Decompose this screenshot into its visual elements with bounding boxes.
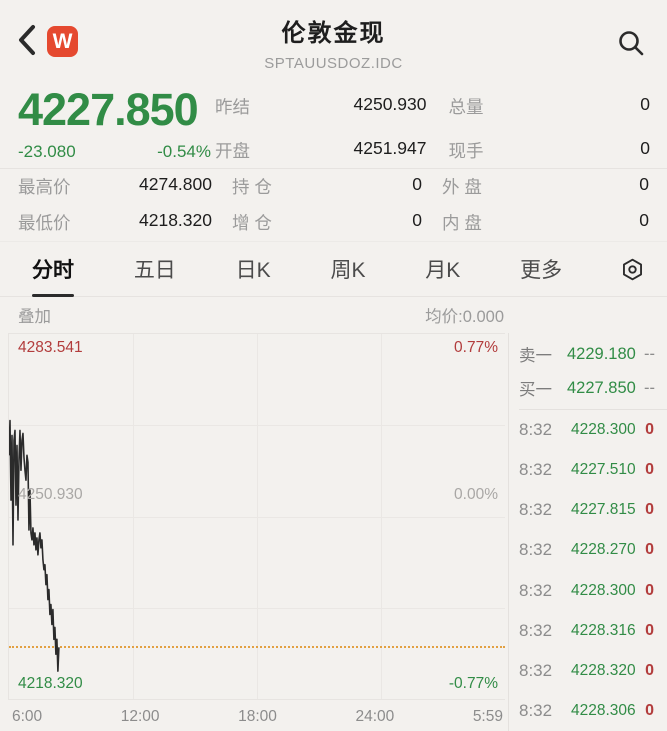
tab-daily-k[interactable]: 日K (235, 259, 271, 282)
y-axis-max-label: 4283.541 (18, 339, 83, 356)
wind-app-badge[interactable]: W (47, 26, 78, 57)
tab-more[interactable]: 更多 (520, 259, 563, 282)
stat-value-position-change: 0 (412, 210, 422, 230)
search-icon (619, 31, 644, 56)
tick-row: 8:32 4228.270 0 (519, 540, 654, 560)
x-tick: 6:00 (12, 708, 43, 725)
stat-label-open-interest: 持 仓 (232, 177, 272, 197)
pct-max-label: 0.77% (454, 339, 498, 356)
chart-column: 4283.541 0.77% 4250.930 0.00% 4218.320 -… (0, 333, 508, 731)
time-and-sales-list[interactable]: 8:32 4228.300 0 8:32 4227.510 0 8:32 422… (519, 410, 667, 731)
stat-value-inner-lots: 0 (639, 210, 649, 230)
tab-monthly-k[interactable]: 月K (425, 259, 461, 282)
last-price-dotted-line (9, 646, 505, 648)
gear-icon (622, 258, 642, 280)
field-value-current-lot: 0 (640, 138, 650, 158)
field-value-prev-settle: 4250.930 (353, 94, 427, 114)
pct-min-label: -0.77% (448, 675, 498, 692)
intraday-chart[interactable]: 4283.541 0.77% 4250.930 0.00% 4218.320 -… (8, 333, 505, 700)
stat-label-low: 最低价 (18, 213, 71, 233)
bid-row: 买一 4227.850 -- (519, 371, 667, 405)
field-label-prev-settle: 昨结 (215, 97, 250, 117)
gridline-horizontal (9, 425, 505, 427)
field-value-open: 4251.947 (353, 138, 427, 158)
pct-mid-label: 0.00% (454, 486, 498, 503)
price-change-pct: -0.54% (157, 142, 211, 161)
gridline-horizontal (9, 607, 505, 609)
bid-label: 买一 (519, 381, 552, 399)
ask-row: 卖一 4229.180 -- (519, 337, 667, 371)
stat-value-outer-lots: 0 (639, 174, 649, 194)
field-label-open: 开盘 (215, 141, 250, 161)
tick-row: 8:32 4227.510 0 (519, 460, 654, 480)
page-title: 伦敦金现 (281, 20, 386, 47)
overlay-button[interactable]: 叠加 (18, 308, 51, 326)
stat-value-low: 4218.320 (139, 210, 212, 230)
x-tick: 5:59 (472, 708, 503, 725)
chart-settings-button[interactable] (620, 257, 645, 282)
price-line-svg (9, 419, 60, 672)
field-label-current-lot: 现手 (448, 141, 484, 161)
quote-fields: 昨结 4250.930 总量 0 开盘 4251.947 现手 0 (215, 94, 650, 163)
stat-label-position-change: 增 仓 (232, 213, 272, 233)
back-button[interactable] (14, 22, 40, 58)
gridline-horizontal (9, 516, 505, 518)
tick-row: 8:32 4228.316 0 (519, 620, 654, 640)
last-price: 4227.850 (18, 84, 199, 135)
tick-row: 8:32 4228.320 0 (519, 660, 654, 680)
order-book-panel: 卖一 4229.180 -- 买一 4227.850 -- 8:32 4228.… (508, 333, 667, 731)
bid-price: 4227.850 (567, 378, 636, 397)
y-axis-min-label: 4218.320 (18, 675, 83, 692)
stat-label-inner-lots: 内 盘 (442, 213, 482, 233)
ask-volume: -- (644, 344, 655, 363)
x-tick: 18:00 (238, 708, 277, 725)
price-line (9, 419, 60, 672)
ask-price: 4229.180 (567, 344, 636, 363)
quote-section: 4227.850 -23.080 -0.54% 昨结 4250.930 总量 0… (0, 85, 667, 168)
x-tick: 24:00 (355, 708, 395, 725)
x-tick: 12:00 (120, 708, 160, 725)
stat-label-outer-lots: 外 盘 (442, 177, 482, 197)
field-label-total-volume: 总量 (448, 97, 484, 117)
tick-row: 8:32 4227.815 0 (519, 500, 654, 520)
chart-period-tabs: 分时 五日 日K 周K 月K 更多 (0, 241, 667, 297)
tick-row: 8:32 4228.306 0 (519, 700, 654, 720)
stat-value-high: 4274.800 (139, 174, 212, 194)
stats-section: 最高价 4274.800 持 仓 0 外 盘 0 最低价 4218.320 增 … (0, 168, 667, 240)
tick-row: 8:32 4228.300 0 (519, 420, 654, 440)
field-value-total-volume: 0 (640, 94, 650, 114)
bid-ask-book: 卖一 4229.180 -- 买一 4227.850 -- (519, 333, 667, 405)
chart-header: 叠加 均价:0.000 (0, 297, 508, 333)
ask-label: 卖一 (519, 347, 552, 365)
x-axis: 6:00 12:00 18:00 24:00 5:59 (8, 702, 505, 726)
y-axis-mid-label: 4250.930 (18, 486, 83, 503)
main-content: 4283.541 0.77% 4250.930 0.00% 4218.320 -… (0, 333, 667, 731)
tab-minute[interactable]: 分时 (30, 248, 76, 297)
price-change: -23.080 (18, 142, 76, 161)
tab-weekly-k[interactable]: 周K (330, 259, 366, 282)
active-tab-underline (32, 294, 74, 297)
tick-row: 8:32 4228.300 0 (519, 580, 654, 600)
ticker-symbol: SPTAUUSDOZ.IDC (264, 55, 403, 72)
search-button[interactable] (617, 29, 645, 57)
average-price-label: 均价:0.000 (425, 308, 504, 326)
stat-label-high: 最高价 (18, 177, 71, 197)
tab-five-day[interactable]: 五日 (133, 259, 176, 282)
bid-volume: -- (644, 378, 655, 397)
panel-divider (519, 409, 667, 410)
chevron-left-icon (19, 25, 35, 55)
header: W 伦敦金现 SPTAUUSDOZ.IDC (0, 0, 667, 85)
stat-value-open-interest: 0 (412, 174, 422, 194)
